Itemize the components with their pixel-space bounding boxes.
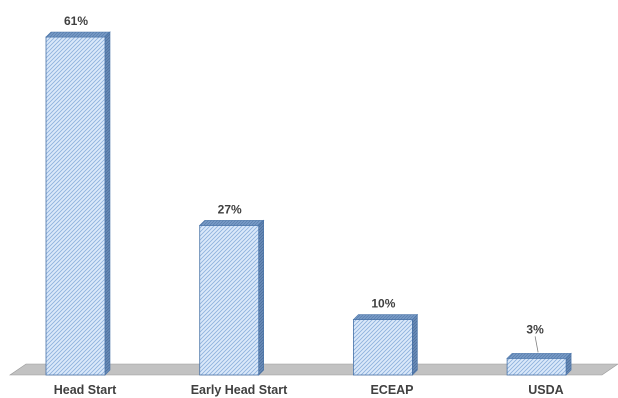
labels-group: Head Start Early Head Start ECEAP USDA 6…	[54, 14, 564, 397]
bar-side-0	[104, 31, 111, 376]
bar-top-1	[198, 220, 265, 226]
bars-group	[45, 31, 572, 376]
bar-0	[45, 31, 111, 376]
category-label-3: USDA	[528, 383, 563, 397]
leader-line-3	[534, 336, 539, 353]
bar-front-0	[45, 36, 106, 376]
bar-top-3	[506, 353, 572, 359]
category-label-2: ECEAP	[370, 383, 413, 397]
bar-top-0	[45, 31, 111, 38]
bar-front-1	[199, 224, 260, 376]
bar-3	[506, 352, 572, 376]
category-label-1: Early Head Start	[191, 383, 288, 397]
bar-side-1	[258, 219, 265, 376]
bar-front-2	[352, 319, 413, 376]
category-label-0: Head Start	[54, 383, 117, 397]
bar-front-3	[506, 357, 567, 376]
bar-2	[352, 313, 419, 376]
data-label-3: 3%	[526, 322, 544, 336]
bar-1	[198, 219, 265, 376]
data-label-1: 27%	[218, 202, 242, 216]
bar-top-2	[352, 314, 419, 320]
bar-side-2	[412, 313, 418, 376]
data-label-2: 10%	[371, 297, 395, 311]
data-label-0: 61%	[64, 14, 88, 28]
